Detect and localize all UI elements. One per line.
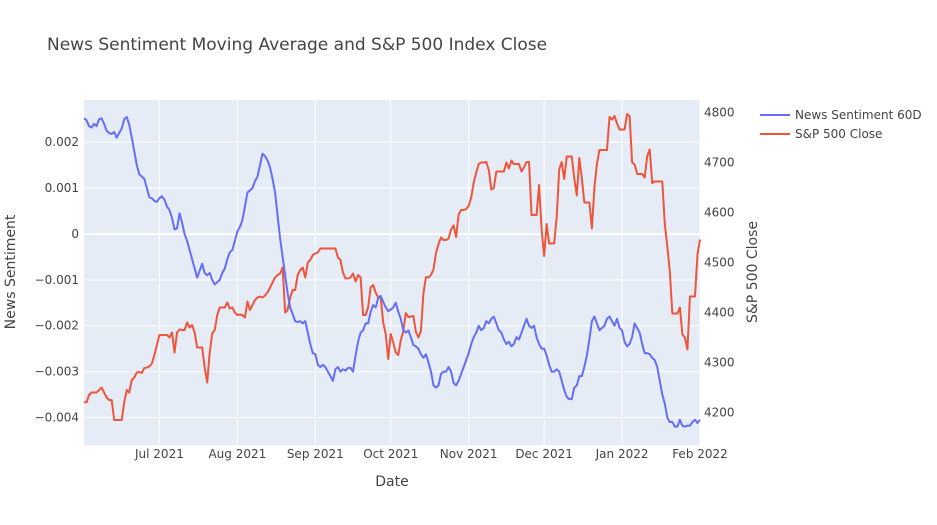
- grid-layer: [84, 100, 701, 445]
- y-axis-right-title: S&P 500 Close: [745, 221, 761, 323]
- legend[interactable]: News Sentiment 60D S&P 500 Close: [760, 108, 922, 141]
- x-tick-label: Feb 2022: [672, 447, 728, 461]
- legend-label-sp500: S&P 500 Close: [795, 127, 882, 141]
- y-right-tick-label: 4400: [704, 306, 735, 320]
- y-left-tick-label: −0.004: [35, 410, 79, 424]
- y-left-tick-label: 0.002: [45, 135, 79, 149]
- y-right-tick-label: 4500: [704, 256, 735, 270]
- legend-label-news-sentiment: News Sentiment 60D: [795, 108, 922, 122]
- y-left-tick-label: −0.001: [35, 273, 79, 287]
- x-tick-label: Dec 2021: [515, 447, 573, 461]
- y-left-tick-label: −0.002: [35, 319, 79, 333]
- y-left-tick-label: 0.001: [45, 181, 79, 195]
- x-tick-label: Nov 2021: [440, 447, 498, 461]
- y-axis-left-title: News Sentiment: [3, 214, 19, 329]
- y-left-tick-label: 0: [71, 227, 79, 241]
- series-layer: [83, 113, 701, 428]
- x-tick-label: Jan 2022: [595, 447, 649, 461]
- x-tick-label: Aug 2021: [208, 447, 266, 461]
- series-line-sp500[interactable]: [83, 113, 701, 421]
- y-right-tick-label: 4300: [704, 356, 735, 370]
- plot-area: [84, 100, 700, 445]
- x-tick-label: Jul 2021: [134, 447, 184, 461]
- tick-layer: Jul 2021 Aug 2021 Sep 2021 Oct 2021 Nov 2021…: [35, 106, 735, 462]
- chart-title: News Sentiment Moving Average and S&P 50…: [47, 35, 547, 55]
- legend-item-sp500[interactable]: S&P 500 Close: [760, 127, 882, 141]
- y-right-tick-label: 4700: [704, 156, 735, 170]
- x-tick-label: Oct 2021: [363, 447, 418, 461]
- y-right-tick-label: 4600: [704, 206, 735, 220]
- x-tick-label: Sep 2021: [287, 447, 344, 461]
- y-right-tick-label: 4800: [704, 106, 735, 120]
- x-axis-title: Date: [375, 474, 408, 490]
- y-right-tick-label: 4200: [704, 406, 735, 420]
- series-line-news-sentiment[interactable]: [83, 115, 701, 428]
- y-left-tick-label: −0.003: [35, 365, 79, 379]
- legend-item-news-sentiment[interactable]: News Sentiment 60D: [760, 108, 922, 122]
